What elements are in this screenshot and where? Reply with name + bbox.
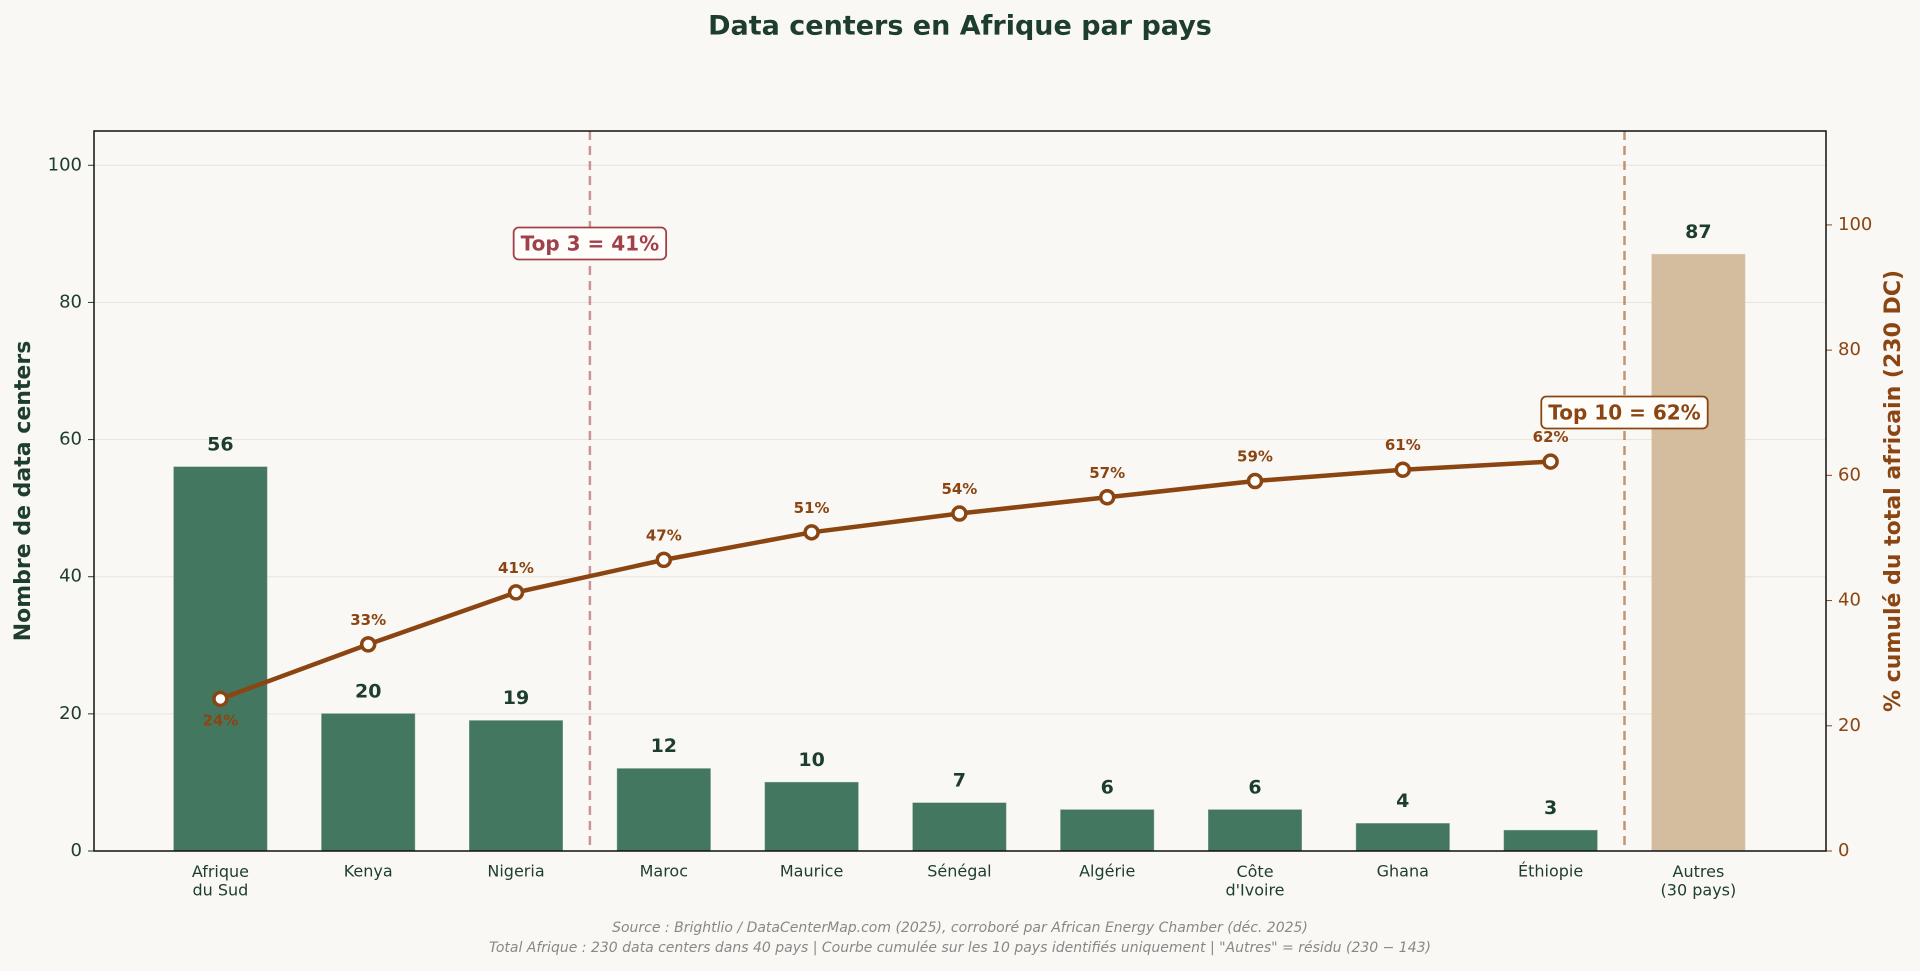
bar [764, 781, 859, 852]
y-tick-label: 0 [71, 840, 82, 861]
y2-tick-label: 0 [1838, 840, 1849, 861]
bar [1651, 253, 1746, 852]
y-tick-label: 100 [48, 154, 82, 175]
y2-axis-label: % cumulé du total africain (230 DC) [1881, 270, 1906, 712]
bar-value-label: 20 [355, 680, 381, 702]
line-point [655, 551, 673, 569]
bar [912, 802, 1007, 852]
line-value-label: 24% [202, 711, 238, 729]
y2-tick-label: 100 [1838, 214, 1872, 235]
bar [1060, 809, 1155, 852]
bar [616, 768, 711, 852]
bar [321, 713, 416, 852]
cumulative-line [219, 459, 1551, 701]
x-tick-label: Autres (30 pays) [1661, 862, 1737, 899]
x-tick-label: Maroc [640, 862, 688, 881]
bar-value-label: 3 [1544, 797, 1557, 819]
bar-value-label: 6 [1248, 776, 1261, 798]
bar-value-label: 10 [798, 749, 824, 771]
bar-value-label: 56 [207, 434, 233, 456]
line-value-label: 61% [1385, 436, 1421, 454]
annotation: Top 10 = 62% [1540, 395, 1709, 430]
bar [1355, 823, 1450, 852]
bar-value-label: 12 [651, 735, 677, 757]
bar-value-label: 6 [1101, 776, 1114, 798]
bar [469, 720, 563, 852]
line-value-label: 57% [1089, 464, 1125, 482]
line-point [803, 524, 820, 541]
line-value-label: 51% [794, 499, 830, 517]
line-point [1394, 461, 1412, 478]
x-tick-label: Éthiopie [1518, 862, 1583, 881]
line-value-label: 59% [1237, 447, 1273, 465]
x-tick-label: Kenya [344, 862, 393, 881]
bar-value-label: 4 [1396, 790, 1409, 812]
line-value-label: 47% [646, 526, 682, 544]
x-tick-label: Nigeria [487, 862, 544, 881]
line-point [507, 584, 525, 601]
y-tick-label: 80 [59, 291, 82, 312]
bar [1208, 809, 1302, 852]
y-axis-label: Nombre de data centers [11, 341, 36, 642]
x-tick-label: Afrique du Sud [192, 862, 249, 899]
line-value-label: 62% [1533, 428, 1569, 446]
annotation-box [1540, 395, 1709, 430]
x-tick-label: Algérie [1079, 862, 1135, 881]
x-tick-label: Côte d'Ivoire [1225, 862, 1284, 899]
line-point [359, 636, 377, 653]
source-note: Total Afrique : 230 data centers dans 40… [489, 940, 1431, 956]
line-point [1246, 472, 1264, 490]
bar [173, 466, 268, 852]
line-value-label: 41% [498, 559, 534, 577]
annotation-box [512, 226, 668, 261]
plot-frame [93, 130, 1827, 852]
y-tick-label: 20 [59, 703, 82, 724]
line-point [212, 690, 229, 708]
bar [1503, 829, 1598, 852]
y2-tick-label: 20 [1838, 715, 1861, 736]
y2-tick-label: 80 [1838, 339, 1861, 360]
y2-tick-label: 60 [1838, 464, 1861, 485]
line-value-label: 54% [941, 480, 977, 498]
line-value-label: 33% [350, 611, 386, 629]
source-note: Source : Brightlio / DataCenterMap.com (… [612, 920, 1308, 936]
bar-value-label: 19 [503, 687, 529, 709]
annotation-text: Top 3 = 41% [521, 232, 659, 256]
y-tick-label: 60 [59, 429, 82, 450]
annotation: Top 3 = 41% [512, 226, 668, 261]
bar-value-label: 87 [1685, 221, 1711, 243]
line-point [1542, 453, 1559, 470]
x-tick-label: Maurice [780, 862, 843, 881]
line-point [1098, 489, 1116, 506]
y2-tick-label: 40 [1838, 590, 1861, 611]
y-tick-label: 40 [59, 566, 82, 587]
x-tick-label: Ghana [1377, 862, 1429, 881]
bar-value-label: 7 [953, 770, 966, 792]
chart-title: Data centers en Afrique par pays [708, 11, 1212, 42]
x-tick-label: Sénégal [927, 862, 991, 881]
line-point [951, 505, 968, 522]
annotation-text: Top 10 = 62% [1548, 401, 1700, 425]
